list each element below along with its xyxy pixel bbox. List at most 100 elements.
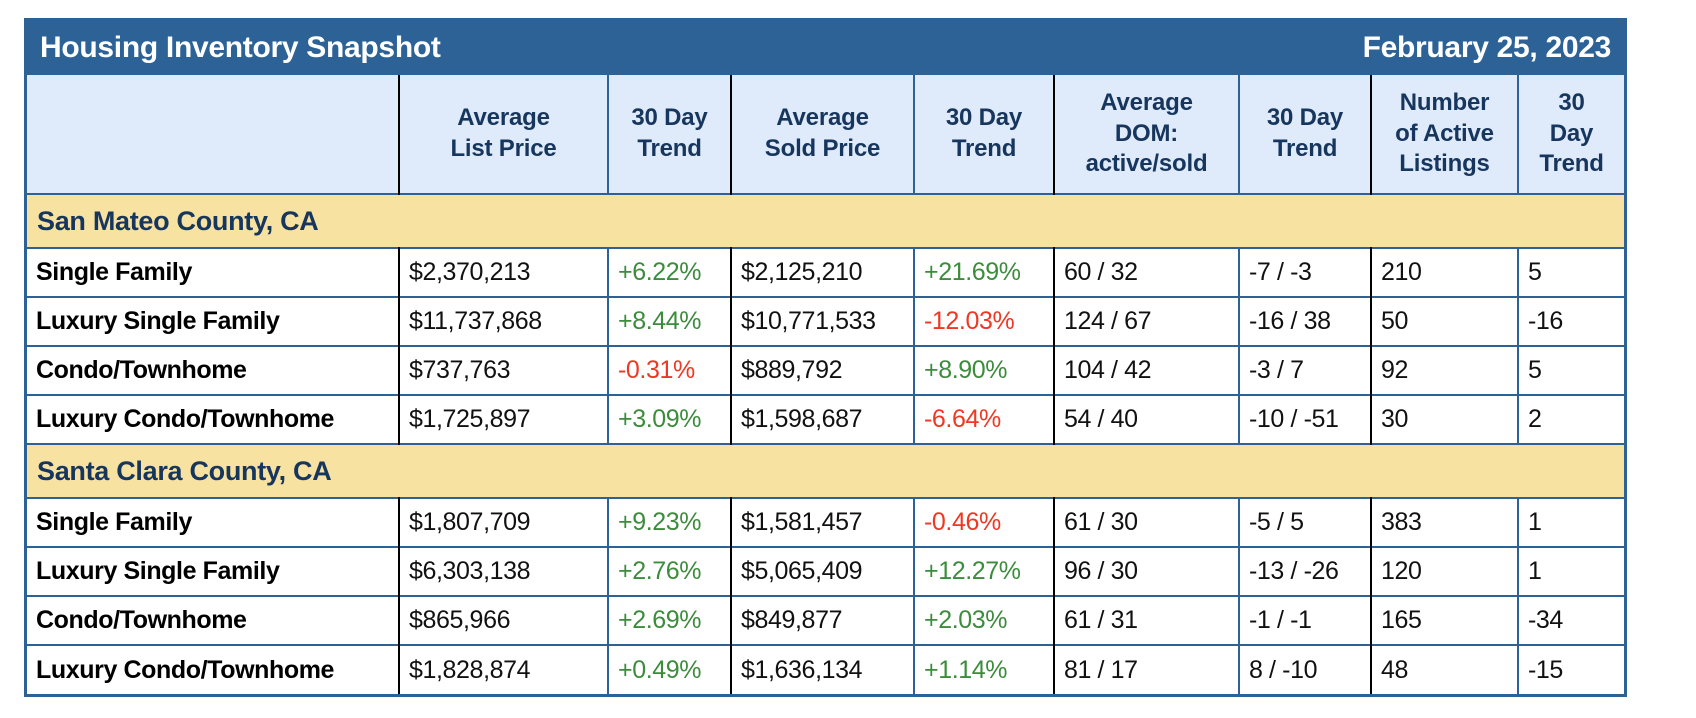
cell-dom-trend: -13 / -26 <box>1238 547 1371 596</box>
cell-sold-trend: -12.03% <box>913 297 1054 346</box>
column-header: 30 Day Trend <box>1517 75 1624 194</box>
cell-name: Luxury Condo/Townhome <box>36 655 335 684</box>
cell-dom: 60 / 32 <box>1053 248 1239 297</box>
cell-active: 165 <box>1370 596 1518 645</box>
column-header: Average DOM: active/sold <box>1053 75 1239 194</box>
column-header-blank <box>27 75 399 194</box>
table-row: Condo/Townhome $865,966 +2.69% $849,877 +2.0… <box>27 596 1624 645</box>
section-header-row: Santa Clara County, CA <box>27 444 1624 498</box>
cell-dom-trend: -7 / -3 <box>1238 248 1371 297</box>
table-body: San Mateo County, CA Single Family $2,370,… <box>27 194 1624 694</box>
cell-list-price: $1,828,874 <box>398 645 608 694</box>
table-row: Luxury Single Family $6,303,138 +2.76% $5,0… <box>27 547 1624 596</box>
cell-active: 92 <box>1370 346 1518 395</box>
cell-dom: 54 / 40 <box>1053 395 1239 444</box>
cell-dom: 124 / 67 <box>1053 297 1239 346</box>
cell-list-trend: +8.44% <box>607 297 731 346</box>
cell-list-trend: +2.76% <box>607 547 731 596</box>
cell-sold-price: $849,877 <box>730 596 914 645</box>
cell-active: 210 <box>1370 248 1518 297</box>
cell-active-trend: 5 <box>1517 346 1624 395</box>
cell-active-trend: 2 <box>1517 395 1624 444</box>
cell-active-trend: -15 <box>1517 645 1624 694</box>
cell-list-trend: +0.49% <box>607 645 731 694</box>
cell-sold-trend: +8.90% <box>913 346 1054 395</box>
cell-name: Condo/Townhome <box>36 356 247 384</box>
cell-list-price: $865,966 <box>398 596 608 645</box>
cell-active-trend: 1 <box>1517 498 1624 547</box>
cell-list-trend: +9.23% <box>607 498 731 547</box>
cell-list-trend: +6.22% <box>607 248 731 297</box>
cell-list-price: $737,763 <box>398 346 608 395</box>
column-header: Average Sold Price <box>730 75 914 194</box>
cell-dom-trend: -3 / 7 <box>1238 346 1371 395</box>
cell-list-trend: +2.69% <box>607 596 731 645</box>
cell-sold-price: $5,065,409 <box>730 547 914 596</box>
cell-active: 383 <box>1370 498 1518 547</box>
cell-active-trend: 1 <box>1517 547 1624 596</box>
cell-dom-trend: -1 / -1 <box>1238 596 1371 645</box>
cell-sold-trend: +12.27% <box>913 547 1054 596</box>
cell-sold-trend: -0.46% <box>913 498 1054 547</box>
table-row: Single Family $1,807,709 +9.23% $1,581,457-… <box>27 498 1624 547</box>
cell-active: 120 <box>1370 547 1518 596</box>
table-row: Single Family $2,370,213 +6.22% $2,125,210 +… <box>27 248 1624 297</box>
header-row: Average List Price 30 Day Trend Average So… <box>27 75 1624 194</box>
cell-active: 50 <box>1370 297 1518 346</box>
cell-active: 30 <box>1370 395 1518 444</box>
section-header-row: San Mateo County, CA <box>27 194 1624 248</box>
cell-name: Single Family <box>36 508 192 536</box>
cell-name: Luxury Condo/Townhome <box>36 405 335 433</box>
table-row: Luxury Single Family $11,737,868 +8.44% $10… <box>27 297 1624 346</box>
cell-active: 48 <box>1370 645 1518 694</box>
column-header: 30 Day Trend <box>1238 75 1371 194</box>
section-header-label: Santa Clara County, CA <box>27 444 1624 498</box>
cell-dom-trend: -5 / 5 <box>1238 498 1371 547</box>
cell-dom-trend: -16 / 38 <box>1238 297 1371 346</box>
cell-sold-trend: -6.64% <box>913 395 1054 444</box>
column-header: Average List Price <box>398 75 608 194</box>
cell-sold-price: $1,581,457 <box>730 498 914 547</box>
cell-name: Luxury Single Family <box>36 307 280 335</box>
cell-name: Luxury Single Family <box>36 557 280 585</box>
report-date: February 25, 2023 <box>1362 31 1612 64</box>
cell-dom: 81 / 17 <box>1053 645 1239 694</box>
cell-dom: 96 / 30 <box>1053 547 1239 596</box>
cell-active-trend: -34 <box>1517 596 1624 645</box>
cell-active-trend: -16 <box>1517 297 1624 346</box>
section-header-label: San Mateo County, CA <box>27 194 1624 248</box>
cell-dom: 104 / 42 <box>1053 346 1239 395</box>
title-bar: Housing Inventory Snapshot February 25, … <box>27 21 1624 75</box>
cell-sold-trend: +2.03% <box>913 596 1054 645</box>
column-header: Number of Active Listings <box>1370 75 1518 194</box>
cell-sold-trend: +1.14% <box>913 645 1054 694</box>
cell-sold-price: $1,598,687 <box>730 395 914 444</box>
table-row: Luxury Condo/Townhome $1,725,897 +3.09% $1,… <box>27 395 1624 444</box>
table-header: Average List Price 30 Day Trend Average So… <box>27 75 1624 194</box>
cell-list-price: $1,807,709 <box>398 498 608 547</box>
report-title: Housing Inventory Snapshot <box>40 31 441 64</box>
cell-sold-price: $2,125,210 <box>730 248 914 297</box>
cell-list-price: $2,370,213 <box>398 248 608 297</box>
cell-dom-trend: -10 / -51 <box>1238 395 1371 444</box>
cell-sold-price: $10,771,533 <box>730 297 914 346</box>
cell-list-price: $6,303,138 <box>398 547 608 596</box>
cell-name: Single Family <box>36 258 192 286</box>
inventory-table: Average List Price 30 Day Trend Average So… <box>27 75 1624 694</box>
cell-dom: 61 / 30 <box>1053 498 1239 547</box>
cell-dom: 61 / 31 <box>1053 596 1239 645</box>
cell-list-price: $11,737,868 <box>398 297 608 346</box>
cell-active-trend: 5 <box>1517 248 1624 297</box>
table-row: Condo/Townhome $737,763 -0.31% $889,792 +8.9… <box>27 346 1624 395</box>
table-row: Luxury Condo/Townhome $1,828,874 +0.49% $1,… <box>27 645 1624 694</box>
column-header: 30 Day Trend <box>607 75 731 194</box>
cell-sold-trend: +21.69% <box>913 248 1054 297</box>
cell-sold-price: $1,636,134 <box>730 645 914 694</box>
housing-inventory-report: Housing Inventory Snapshot February 25, … <box>24 18 1627 697</box>
cell-name: Condo/Townhome <box>36 606 247 634</box>
cell-list-trend: -0.31% <box>607 346 731 395</box>
column-header: 30 Day Trend <box>913 75 1054 194</box>
cell-list-price: $1,725,897 <box>398 395 608 444</box>
cell-dom-trend: 8 / -10 <box>1238 645 1371 694</box>
cell-sold-price: $889,792 <box>730 346 914 395</box>
